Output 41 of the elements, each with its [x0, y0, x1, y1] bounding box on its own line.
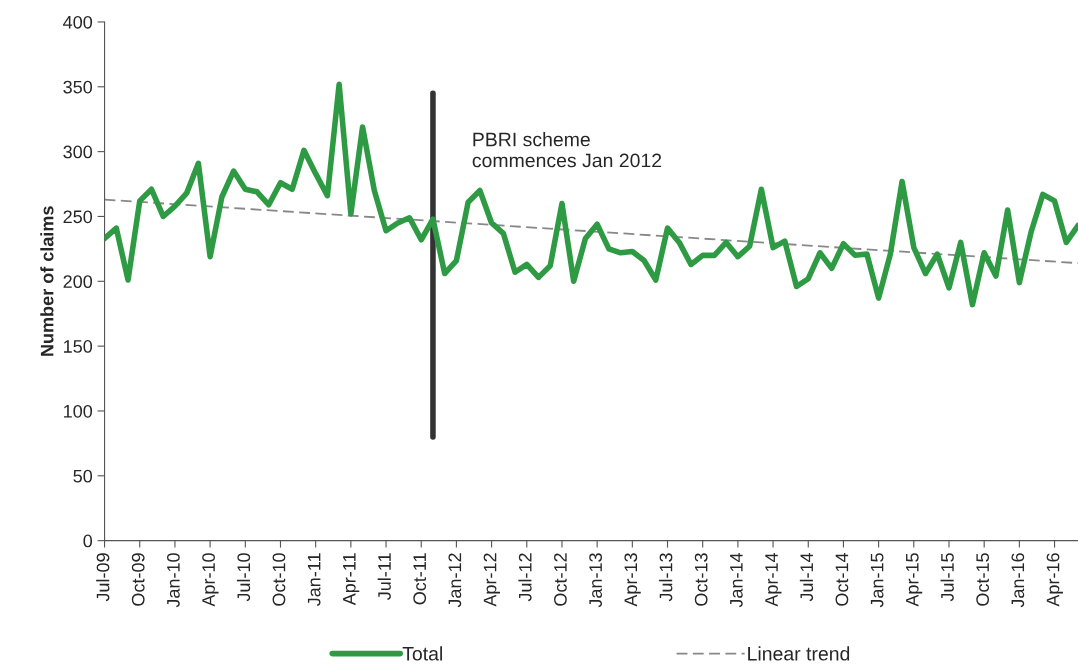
y-tick-label: 50 — [73, 469, 93, 483]
y-tick-label: 400 — [63, 15, 93, 29]
y-axis-title: Number of claims — [40, 206, 54, 356]
x-tick-label: Oct-09 — [131, 553, 145, 606]
y-tick-label: 150 — [64, 340, 93, 353]
x-tick-label: Jul-12 — [518, 553, 532, 602]
legend-label: Total — [402, 646, 442, 661]
y-tick-label: 0 — [83, 534, 93, 548]
x-tick-label: Oct-12 — [554, 553, 567, 606]
x-tick-label: Apr-13 — [624, 553, 641, 607]
x-tick-label: Jan-14 — [730, 552, 743, 608]
y-tick-label: 100 — [64, 404, 93, 418]
x-tick-label: Jan-11 — [307, 553, 321, 607]
y-tick-label: 300 — [63, 145, 93, 159]
y-tick-label: 350 — [63, 80, 93, 94]
x-tick-label: Jan-13 — [589, 553, 602, 608]
x-tick-label: Apr-15 — [906, 553, 923, 607]
x-tick-label: Oct-10 — [272, 553, 286, 606]
x-tick-label: Jul-11 — [377, 553, 391, 601]
x-tick-label: Jul-10 — [236, 553, 251, 602]
legend-label: Linear trend — [748, 646, 850, 661]
x-tick-label: Jan-12 — [448, 553, 462, 608]
x-tick-label: Apr-14 — [765, 552, 782, 607]
x-tick-label: Jan-10 — [167, 553, 180, 608]
x-tick-label: Apr-10 — [202, 553, 219, 607]
x-tick-label: Oct-15 — [976, 553, 990, 606]
annotation: PBRI scheme commences Jan 2012 — [472, 132, 662, 168]
y-tick-label: 250 — [63, 210, 93, 224]
x-tick-label: Apr-12 — [483, 553, 501, 607]
x-tick-label: Apr-11 — [343, 553, 360, 606]
y-tick-label: 200 — [63, 275, 93, 289]
x-tick-label: Apr-16 — [1046, 553, 1063, 607]
x-tick-label: Jul-14 — [799, 552, 814, 602]
x-tick-label: Oct-11 — [413, 553, 427, 605]
x-tick-label: Oct-14 — [835, 552, 849, 606]
x-tick-label: Jan-15 — [870, 553, 884, 608]
x-tick-label: Jul-09 — [96, 553, 110, 602]
x-tick-label: Jul-13 — [659, 553, 673, 602]
x-tick-label: Jul-15 — [940, 553, 954, 602]
x-tick-label: Oct-13 — [694, 553, 708, 606]
x-tick-label: Jan-16 — [1011, 553, 1025, 608]
